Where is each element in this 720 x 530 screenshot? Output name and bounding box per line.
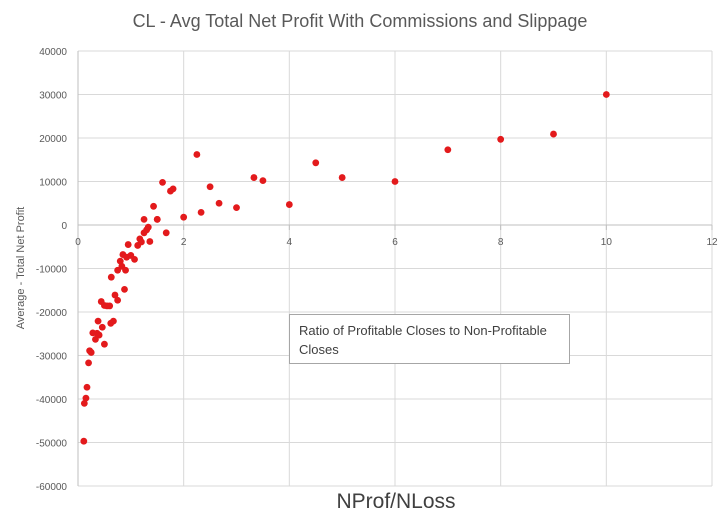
y-tick-label: -50000	[36, 439, 68, 450]
y-tick-label: 30000	[39, 91, 67, 102]
data-point	[85, 359, 92, 367]
data-point	[250, 174, 258, 181]
x-tick-label: 12	[706, 237, 718, 248]
data-point	[106, 302, 114, 310]
y-tick-label: 20000	[39, 134, 67, 145]
data-point	[391, 178, 399, 185]
data-point	[144, 223, 152, 231]
data-point	[197, 208, 205, 216]
y-tick-label: 40000	[39, 47, 67, 58]
data-point	[233, 204, 240, 212]
data-point	[162, 229, 170, 237]
x-tick-label: 4	[287, 237, 293, 248]
data-point	[602, 91, 610, 98]
data-point	[80, 437, 88, 445]
axes	[77, 51, 713, 486]
data-point	[83, 383, 91, 391]
data-point	[82, 394, 90, 402]
y-tick-label: 10000	[39, 178, 67, 189]
data-point	[193, 151, 201, 158]
annotation-box: Ratio of Profitable Closes to Non-Profit…	[289, 314, 570, 364]
data-point	[497, 135, 505, 143]
data-point	[124, 241, 132, 248]
data-point	[101, 340, 108, 348]
data-point	[146, 238, 154, 245]
data-point	[111, 291, 119, 299]
data-point	[206, 183, 214, 191]
data-point	[109, 317, 117, 325]
y-tick-label: -20000	[36, 308, 68, 319]
data-point	[95, 331, 103, 339]
gridlines	[78, 50, 713, 487]
data-point	[80, 399, 88, 407]
y-tick-label: -30000	[36, 352, 68, 363]
data-point	[98, 323, 106, 331]
y-tick-label: -10000	[36, 265, 68, 276]
chart-title: CL - Avg Total Net Profit With Commissio…	[132, 11, 588, 31]
data-point	[87, 349, 95, 356]
data-point	[169, 185, 177, 193]
data-point	[140, 215, 148, 223]
x-axis-label: NProf/NLoss	[336, 490, 456, 513]
y-tick-label: -40000	[36, 395, 68, 406]
data-point	[138, 238, 145, 246]
data-point	[122, 266, 129, 274]
y-tick-label: -60000	[36, 482, 68, 493]
data-point	[131, 255, 138, 263]
data-point	[114, 296, 122, 304]
tick-labels: 0 2 4 6 8 10 12 -60000 -50000 -40000 -30000 -20000 -…	[36, 47, 718, 493]
x-tick-label: 2	[181, 237, 187, 248]
data-point	[94, 317, 102, 325]
x-tick-label: 10	[601, 237, 613, 248]
data-point	[159, 178, 166, 186]
data-point	[444, 146, 452, 154]
x-tick-label: 0	[75, 237, 81, 248]
data-point	[121, 285, 128, 293]
data-point	[180, 213, 188, 221]
data-point	[116, 257, 124, 265]
x-tick-label: 6	[392, 237, 398, 248]
data-point	[150, 202, 157, 210]
x-tick-label: 8	[498, 237, 504, 248]
data-point	[215, 199, 223, 207]
data-point	[153, 215, 161, 223]
data-point	[550, 130, 557, 138]
data-point	[312, 159, 320, 167]
data-point	[259, 177, 267, 185]
y-tick-label: 0	[61, 221, 67, 232]
data-points	[80, 91, 610, 445]
data-point	[107, 273, 115, 281]
data-point	[285, 201, 293, 208]
data-point	[338, 174, 346, 181]
